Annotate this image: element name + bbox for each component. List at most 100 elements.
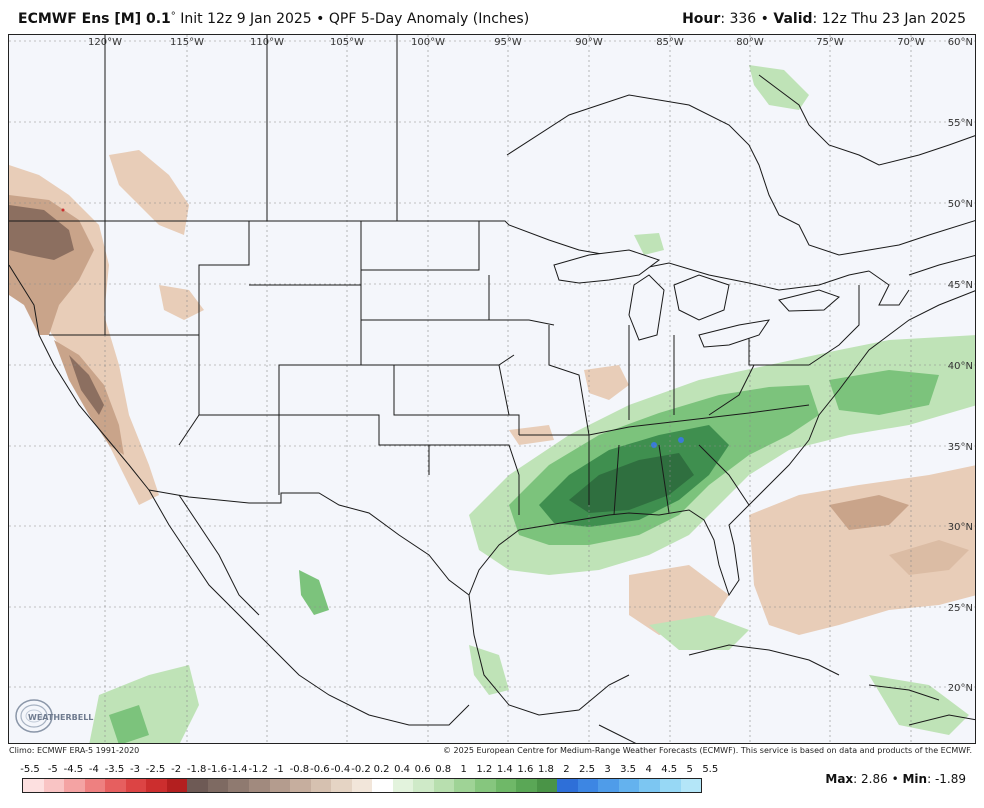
legend-label: -3.5 <box>104 764 125 775</box>
legend-swatch <box>618 779 640 792</box>
lat-label: 60°N <box>948 37 973 48</box>
lon-label: 95°W <box>494 37 522 48</box>
legend-label: 2 <box>563 764 570 775</box>
canada-borders <box>104 35 975 306</box>
legend-label: 0.8 <box>435 764 452 775</box>
legend-swatch <box>495 779 517 792</box>
legend-label: -2 <box>171 764 182 775</box>
legend-swatch <box>557 779 578 792</box>
copyright-note: © 2025 European Centre for Medium-Range … <box>443 746 972 755</box>
great-lakes <box>553 249 840 348</box>
legend-label: -5.5 <box>20 764 40 775</box>
lon-label: 110°W <box>250 37 284 48</box>
legend-swatch <box>228 779 250 792</box>
header: ECMWF Ens [M] 0.1° Init 12z 9 Jan 2025 •… <box>0 0 984 34</box>
legend-label: -0.6 <box>310 764 330 775</box>
min-value: -1.89 <box>934 772 966 786</box>
hour-label: Hour <box>682 11 721 27</box>
degree-sign: ° <box>170 11 176 22</box>
logo-text: WEATHERBELL <box>28 713 93 722</box>
bullet: • <box>891 772 899 786</box>
dry-anomaly-atlantic <box>509 365 975 635</box>
legend-swatch <box>351 779 373 792</box>
legend-swatch <box>598 779 619 792</box>
max-min-stats: Max: 2.86 • Min: -1.89 <box>825 772 966 786</box>
legend-swatch <box>105 779 126 792</box>
lon-label: 105°W <box>330 37 364 48</box>
legend-label: 5.5 <box>702 764 719 775</box>
lon-label: 85°W <box>656 37 684 48</box>
model-name: ECMWF Ens [M] 0.1 <box>18 11 171 27</box>
legend-swatch <box>680 779 702 792</box>
lon-label: 120°W <box>88 37 122 48</box>
marker-nw <box>61 208 65 212</box>
lat-label: 25°N <box>948 603 973 614</box>
legend-label: 3.5 <box>620 764 637 775</box>
legend-label: -0.4 <box>330 764 351 775</box>
legend-swatch <box>536 779 558 792</box>
legend-label: 4.5 <box>661 764 678 775</box>
legend-swatch <box>146 779 167 792</box>
legend-swatch <box>577 779 599 792</box>
legend-label: 1 <box>460 764 467 775</box>
lat-labels: 60°N 55°N 50°N 45°N 40°N 35°N 30°N 25°N … <box>948 37 973 694</box>
map-panel: 120°W 115°W 110°W 105°W 100°W 95°W 90°W … <box>8 34 976 744</box>
legend-swatch <box>290 779 311 792</box>
graticule <box>9 35 975 743</box>
legend-label: 1.2 <box>476 764 493 775</box>
bullet: • <box>760 11 769 27</box>
wet-anomaly-mexico <box>89 570 969 743</box>
min-label: Min <box>902 772 928 786</box>
product-name: QPF 5-Day Anomaly (Inches) <box>328 11 530 27</box>
wet-anomaly-northeast <box>634 65 809 255</box>
climo-note: Climo: ECMWF ERA-5 1991-2020 <box>9 746 140 755</box>
legend-label: -1.2 <box>248 764 269 775</box>
lat-label: 35°N <box>948 442 973 453</box>
mexico-caribbean <box>148 489 975 743</box>
legend-swatch <box>516 779 537 792</box>
lat-label: 30°N <box>948 522 973 533</box>
lat-label: 55°N <box>948 118 973 129</box>
lat-label: 50°N <box>948 199 973 210</box>
legend-swatch <box>659 779 681 792</box>
legend-labels: -5.5 -5 -4.5 -4 -3.5 -3 -2.5 -2 -1.8 -1.6 -1.4 -1.2… <box>20 764 718 776</box>
lon-label: 80°W <box>736 37 764 48</box>
legend-label: 1.4 <box>496 764 513 775</box>
valid-label: Valid <box>773 11 813 27</box>
legend-label: -1.4 <box>227 764 248 775</box>
lon-label: 115°W <box>170 37 204 48</box>
legend-swatch <box>475 779 496 792</box>
weatherbell-logo: WEATHERBELL <box>15 699 93 733</box>
legend-label: 2.5 <box>579 764 595 775</box>
legend-label: 1.8 <box>537 764 554 775</box>
lon-labels: 120°W 115°W 110°W 105°W 100°W 95°W 90°W … <box>88 37 925 48</box>
legend-swatch <box>433 779 455 792</box>
lon-label: 75°W <box>816 37 844 48</box>
lon-label: 70°W <box>897 37 925 48</box>
legend-label: -5 <box>47 764 58 775</box>
legend-swatch <box>639 779 660 792</box>
legend-label: -1.6 <box>207 764 227 775</box>
lat-label: 45°N <box>948 280 973 291</box>
legend-swatch <box>187 779 208 792</box>
legend-swatch <box>269 779 291 792</box>
legend-label: -0.2 <box>351 764 371 775</box>
legend-swatch <box>207 779 229 792</box>
legend-swatch <box>392 779 414 792</box>
legend-label: -1.8 <box>186 764 207 775</box>
legend-swatch <box>23 779 44 792</box>
valid-value: 12z Thu 23 Jan 2025 <box>821 11 966 27</box>
lat-label: 20°N <box>948 683 973 694</box>
legend-swatch <box>413 779 434 792</box>
lon-label: 100°W <box>411 37 445 48</box>
legend-swatch <box>43 779 65 792</box>
legend-swatch <box>166 779 188 792</box>
legend-label: 1.6 <box>517 764 534 775</box>
chart-title: ECMWF Ens [M] 0.1° Init 12z 9 Jan 2025 •… <box>18 11 529 27</box>
legend-swatch <box>125 779 147 792</box>
legend-label: -1 <box>273 764 284 775</box>
hour-value: 336 <box>729 11 757 27</box>
legend-bar <box>22 778 702 793</box>
state-borders <box>9 220 975 597</box>
legend-swatch <box>310 779 332 792</box>
